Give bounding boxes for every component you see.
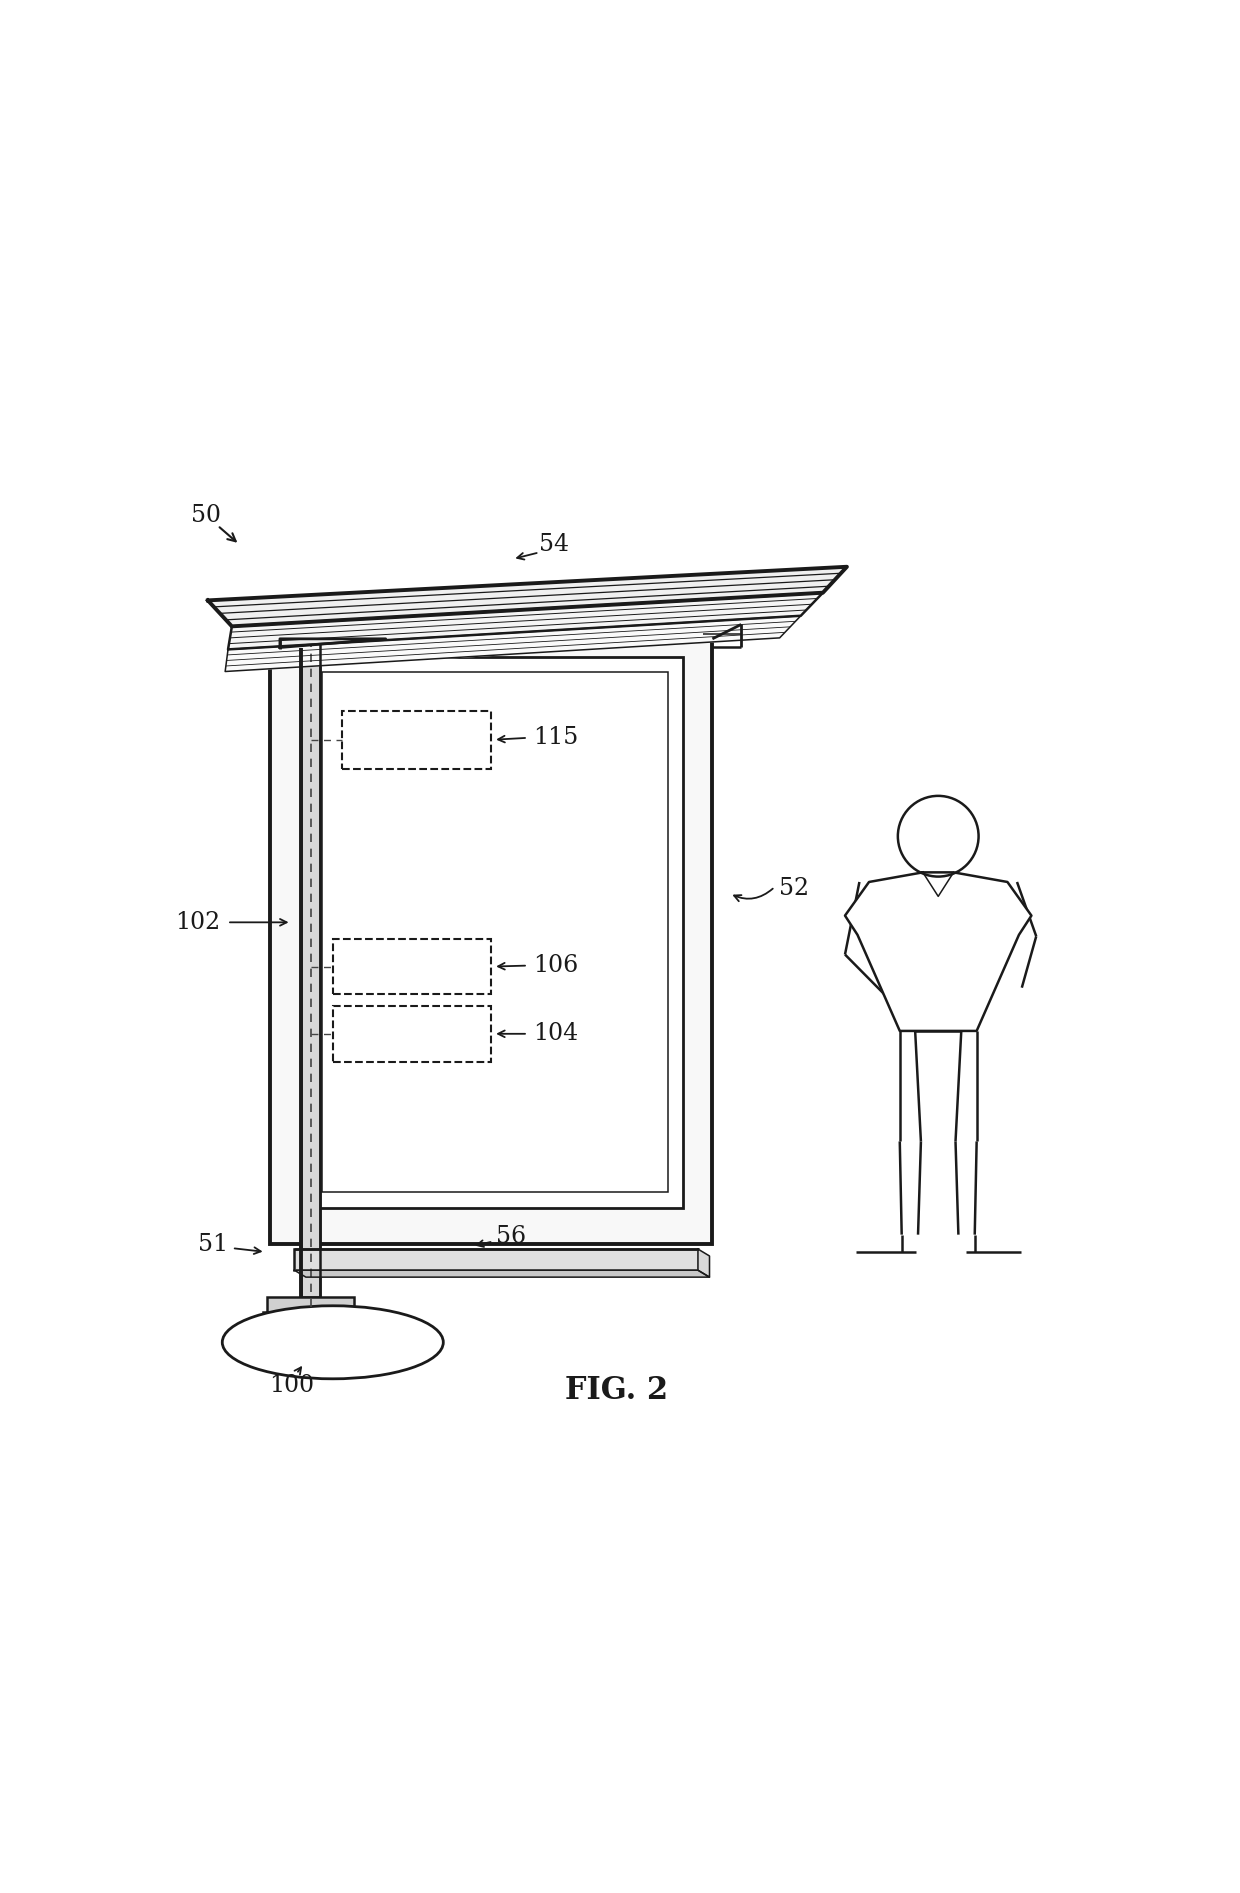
Bar xyxy=(306,657,683,1208)
Text: FIG. 2: FIG. 2 xyxy=(564,1374,668,1406)
Text: 56: 56 xyxy=(496,1225,526,1247)
Bar xyxy=(294,1249,698,1270)
Text: 54: 54 xyxy=(538,534,569,557)
Text: 52: 52 xyxy=(779,876,810,901)
Bar xyxy=(268,1297,353,1312)
Polygon shape xyxy=(228,593,823,649)
Text: 102: 102 xyxy=(176,911,221,933)
Bar xyxy=(301,638,320,1297)
Text: 100: 100 xyxy=(269,1374,314,1397)
Bar xyxy=(270,638,713,1244)
Text: 104: 104 xyxy=(533,1022,578,1045)
Text: 115: 115 xyxy=(533,727,578,750)
Text: 106: 106 xyxy=(533,954,578,977)
Circle shape xyxy=(898,795,978,876)
Text: 51: 51 xyxy=(197,1232,228,1255)
Bar xyxy=(322,672,668,1193)
Text: 50: 50 xyxy=(191,504,221,528)
Polygon shape xyxy=(280,638,386,647)
Polygon shape xyxy=(698,1249,709,1278)
Bar xyxy=(332,1005,491,1062)
Polygon shape xyxy=(844,873,1032,1032)
Polygon shape xyxy=(208,566,847,627)
Ellipse shape xyxy=(222,1306,444,1378)
Bar xyxy=(332,939,491,994)
Bar xyxy=(342,712,491,769)
Polygon shape xyxy=(294,1270,709,1278)
Bar xyxy=(263,1312,358,1321)
Polygon shape xyxy=(226,615,801,672)
